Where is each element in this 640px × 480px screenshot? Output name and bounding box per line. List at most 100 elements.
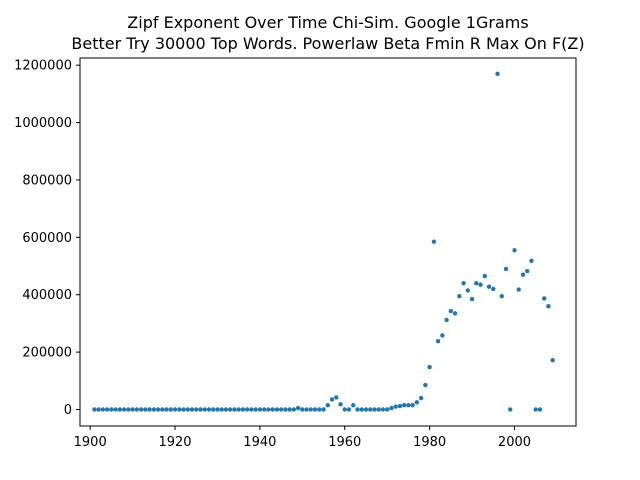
data-point xyxy=(160,407,165,412)
data-point xyxy=(177,407,182,412)
data-point xyxy=(194,407,199,412)
data-point xyxy=(533,407,538,412)
data-point xyxy=(355,407,360,412)
data-point xyxy=(541,296,547,301)
data-point xyxy=(397,403,403,409)
data-point xyxy=(346,407,352,412)
data-point xyxy=(321,407,326,412)
data-point xyxy=(130,407,135,412)
data-point xyxy=(372,407,377,412)
data-point xyxy=(291,407,297,412)
data-point xyxy=(368,407,373,412)
data-point xyxy=(278,407,284,412)
data-point xyxy=(444,317,449,323)
data-point xyxy=(499,293,504,299)
data-point xyxy=(431,239,437,244)
x-tick-label: 1960 xyxy=(328,435,361,450)
data-point xyxy=(126,407,131,412)
data-point xyxy=(435,339,441,344)
data-point xyxy=(206,407,212,412)
data-point xyxy=(151,407,157,412)
data-point xyxy=(491,286,496,292)
data-point xyxy=(406,402,411,408)
data-point xyxy=(393,404,398,409)
data-point xyxy=(457,293,462,299)
data-point xyxy=(240,407,246,412)
data-point xyxy=(389,405,394,411)
data-point xyxy=(181,407,186,412)
data-point xyxy=(121,407,127,412)
data-point xyxy=(325,402,330,408)
data-point xyxy=(410,402,415,408)
data-point xyxy=(342,407,347,412)
data-point xyxy=(465,288,471,293)
x-tick-label: 1940 xyxy=(243,435,276,450)
data-point xyxy=(474,281,479,286)
data-point xyxy=(363,407,369,412)
data-point xyxy=(312,407,318,412)
data-point xyxy=(117,407,123,412)
data-point xyxy=(113,407,118,412)
data-point xyxy=(189,407,195,412)
data-point xyxy=(516,287,521,292)
data-point xyxy=(202,407,207,412)
data-point xyxy=(520,272,526,277)
data-point xyxy=(223,407,229,412)
data-point xyxy=(134,407,140,412)
data-point xyxy=(308,407,314,412)
y-tick-label: 1000000 xyxy=(14,116,72,131)
data-point xyxy=(338,402,343,407)
data-point xyxy=(257,407,263,412)
data-point xyxy=(482,273,487,279)
data-point xyxy=(266,407,271,412)
y-tick-label: 0 xyxy=(64,403,72,418)
data-point xyxy=(143,407,148,412)
data-point xyxy=(104,407,110,412)
axes-frame xyxy=(79,57,577,427)
data-point xyxy=(138,407,144,412)
y-tick-label: 1200000 xyxy=(14,59,72,74)
data-point xyxy=(546,304,551,309)
data-point xyxy=(461,281,466,286)
data-point xyxy=(359,407,364,412)
data-point xyxy=(253,407,258,412)
x-tick-label: 1900 xyxy=(74,435,107,450)
data-point xyxy=(380,407,386,412)
data-point xyxy=(295,405,301,411)
data-point xyxy=(109,407,114,412)
data-point xyxy=(414,400,420,405)
y-tick-label: 800000 xyxy=(22,173,72,188)
data-point xyxy=(244,407,250,412)
y-tick-label: 600000 xyxy=(22,231,72,246)
data-point xyxy=(274,407,280,412)
data-point xyxy=(495,71,500,76)
data-point xyxy=(376,407,381,412)
data-point xyxy=(172,407,178,412)
x-tick-label: 1980 xyxy=(413,435,446,450)
data-point xyxy=(427,364,432,370)
data-point xyxy=(96,407,101,412)
data-point xyxy=(334,395,339,400)
data-point xyxy=(147,407,152,412)
data-point xyxy=(261,407,267,412)
data-point xyxy=(418,395,424,401)
data-point xyxy=(317,407,322,412)
data-point xyxy=(486,284,492,289)
data-point xyxy=(469,296,475,302)
chart-title-line-1: Zipf Exponent Over Time Chi-Sim. Google … xyxy=(127,13,528,32)
data-point xyxy=(440,333,445,338)
data-point xyxy=(448,308,454,314)
data-point xyxy=(384,407,390,412)
data-point xyxy=(525,268,530,274)
data-point xyxy=(508,407,513,412)
data-point xyxy=(351,402,356,408)
data-point xyxy=(232,407,237,412)
data-point xyxy=(168,407,173,412)
data-point xyxy=(300,407,305,412)
data-point xyxy=(401,402,407,408)
data-point xyxy=(270,407,275,412)
data-point xyxy=(529,258,534,264)
data-point xyxy=(287,407,292,412)
